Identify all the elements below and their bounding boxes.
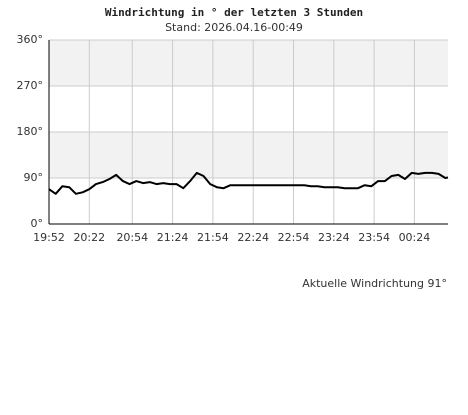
grid-band — [49, 132, 448, 178]
y-tick-label: 90° — [24, 171, 44, 184]
y-tick-label: 360° — [17, 33, 44, 46]
x-tick-label: 23:24 — [318, 231, 350, 244]
y-tick-label: 270° — [17, 79, 44, 92]
chart-title: Windrichtung in ° der letzten 3 Stunden — [105, 6, 363, 19]
y-tick-label: 0° — [31, 217, 44, 230]
x-tick-label: 23:54 — [358, 231, 390, 244]
x-tick-label: 21:54 — [197, 231, 229, 244]
x-tick-label: 21:24 — [157, 231, 189, 244]
x-tick-label: 20:22 — [73, 231, 105, 244]
x-tick-label: 00:24 — [399, 231, 431, 244]
chart-subtitle: Stand: 2026.04.16-00:49 — [165, 21, 303, 34]
x-tick-label: 19:52 — [33, 231, 65, 244]
data-line — [48, 171, 449, 195]
y-tick-label: 180° — [17, 125, 44, 138]
x-tick-label: 22:54 — [278, 231, 310, 244]
x-tick-label: 22:24 — [237, 231, 269, 244]
x-tick-label: 20:54 — [116, 231, 148, 244]
grid-band — [49, 40, 448, 86]
annotation: Aktuelle Windrichtung 91° — [302, 277, 447, 290]
